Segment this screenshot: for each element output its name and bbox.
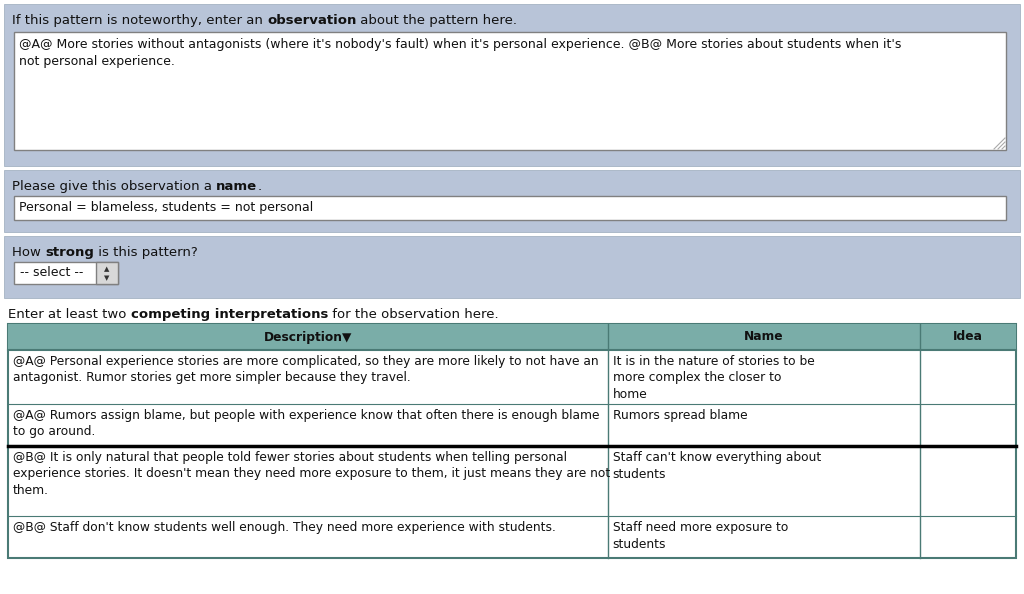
Text: Staff can't know everything about
students: Staff can't know everything about studen… (612, 451, 821, 481)
Text: Idea: Idea (953, 330, 983, 343)
Bar (8, 324, 1016, 558)
Text: Personal = blameless, students = not personal: Personal = blameless, students = not per… (19, 201, 313, 214)
Text: Enter at least two: Enter at least two (8, 308, 131, 321)
Text: @A@ More stories without antagonists (where it's nobody's fault) when it's perso: @A@ More stories without antagonists (wh… (19, 38, 901, 68)
Text: for the observation here.: for the observation here. (328, 308, 499, 321)
Text: ▲: ▲ (104, 266, 110, 272)
Text: competing interpretations: competing interpretations (131, 308, 328, 321)
Text: name: name (216, 180, 257, 193)
Text: It is in the nature of stories to be
more complex the closer to
home: It is in the nature of stories to be mor… (612, 355, 814, 401)
Text: strong: strong (45, 246, 94, 259)
Bar (96, 262, 118, 284)
Text: ▼: ▼ (104, 275, 110, 281)
Text: How: How (12, 246, 45, 259)
Text: observation: observation (267, 14, 356, 27)
Text: @A@ Personal experience stories are more complicated, so they are more likely to: @A@ Personal experience stories are more… (13, 355, 599, 384)
Text: Description▼: Description▼ (264, 330, 352, 343)
Text: Staff need more exposure to
students: Staff need more exposure to students (612, 521, 788, 551)
Text: If this pattern is noteworthy, enter an: If this pattern is noteworthy, enter an (12, 14, 267, 27)
Bar (4, 170, 1020, 232)
Text: Name: Name (744, 330, 783, 343)
Text: about the pattern here.: about the pattern here. (356, 14, 517, 27)
Bar (14, 262, 118, 284)
Bar (8, 324, 1016, 350)
Text: @A@ Rumors assign blame, but people with experience know that often there is eno: @A@ Rumors assign blame, but people with… (13, 409, 599, 438)
Bar (4, 4, 1020, 166)
Text: is this pattern?: is this pattern? (94, 246, 198, 259)
Text: .: . (257, 180, 261, 193)
Text: Please give this observation a: Please give this observation a (12, 180, 216, 193)
Bar (4, 236, 1020, 298)
Bar (14, 32, 1006, 150)
Bar (14, 196, 1006, 220)
Text: Rumors spread blame: Rumors spread blame (612, 409, 748, 422)
Text: @B@ Staff don't know students well enough. They need more experience with studen: @B@ Staff don't know students well enoug… (13, 521, 556, 534)
Text: @B@ It is only natural that people told fewer stories about students when tellin: @B@ It is only natural that people told … (13, 451, 610, 497)
Text: -- select --: -- select -- (20, 266, 83, 279)
